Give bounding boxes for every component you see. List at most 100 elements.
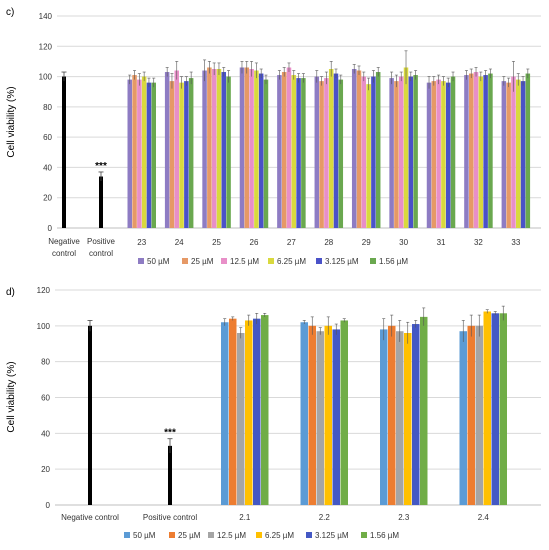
panel-c-bar [441, 81, 446, 228]
panel-c-bar [333, 73, 339, 229]
panel-d-category-label: 2.1 [239, 513, 251, 522]
panel-c-bar [426, 82, 432, 228]
panel-d-y-tick-label: 0 [46, 501, 51, 510]
panel-c-bar [164, 72, 170, 229]
panel-d-legend-swatch [208, 532, 214, 538]
panel-d-control-label: Positive control [143, 513, 197, 522]
panel-c-significance-marker: *** [95, 161, 107, 172]
panel-c-bar [244, 67, 250, 228]
panel-c-category-label: 26 [250, 238, 259, 247]
panel-c-bar [226, 76, 231, 228]
panel-d-legend-swatch [306, 532, 312, 538]
panel-c-bar [408, 76, 414, 228]
panel-c-control-bar [62, 76, 66, 228]
panel-c-category-label: 31 [437, 238, 446, 247]
panel-c-bar [184, 81, 189, 228]
panel-d-y-tick-label: 20 [41, 465, 50, 474]
panel-c-bar [403, 67, 409, 228]
panel-c-y-tick-label: 140 [39, 12, 53, 21]
panel-c-bar [468, 73, 474, 229]
panel-c-bar [221, 72, 227, 229]
panel-d-bar [340, 320, 348, 505]
panel-d-bar [499, 313, 507, 505]
panel-c-bar [188, 78, 194, 228]
panel-c-category-label: 33 [511, 238, 520, 247]
panel-d-bar [332, 329, 340, 505]
panel-c-bar [202, 70, 207, 228]
panel-c-bar [506, 82, 511, 228]
panel-c-bar [351, 69, 357, 228]
panel-d-bar [388, 325, 396, 505]
panel-c-legend-label: 12.5 µM [230, 257, 259, 266]
panel-d-control-bar [88, 325, 92, 505]
panel-c-bar [515, 79, 521, 228]
panel-d-bar [253, 318, 261, 505]
panel-c-bar [473, 72, 479, 229]
panel-d-legend-swatch [169, 532, 175, 538]
panel-c-category-label: 28 [324, 238, 333, 247]
panel-c-bar [127, 79, 132, 228]
panel-c-y-tick-label: 20 [43, 194, 52, 203]
panel-c-bar [394, 81, 399, 228]
panel-c-bar [291, 75, 297, 228]
panel-c-bar [398, 76, 404, 228]
panel-c-y-tick-label: 0 [48, 224, 53, 233]
panel-c-legend-swatch [221, 258, 227, 264]
panel-d-legend-label: 50 µM [133, 531, 156, 540]
panel-d-legend-swatch [256, 532, 262, 538]
panel-c-legend-label: 3.125 µM [325, 257, 359, 266]
panel-d-legend-label: 1.56 µM [370, 531, 399, 540]
panel-c-category-label: 23 [137, 238, 146, 247]
panel-d-legend-swatch [361, 532, 367, 538]
panel-d-legend-label: 12.5 µM [217, 531, 246, 540]
panel-c-control-bar [99, 176, 103, 228]
panel-c-bar [151, 82, 156, 228]
panel-d-category-label: 2.2 [319, 513, 331, 522]
panel-c-control-label: control [89, 249, 113, 258]
panel-c-bar [137, 79, 142, 228]
panel-c-bar [301, 78, 306, 228]
panel-d-legend-label: 25 µM [178, 531, 201, 540]
panel-c-bar [375, 72, 381, 229]
panel-d-bar [404, 333, 412, 505]
panel-c-bar [277, 75, 282, 228]
panel-c-bar [436, 79, 441, 228]
panel-c-bar [450, 76, 456, 228]
panel-d-y-tick-label: 120 [37, 286, 51, 295]
panel-c-bar [511, 76, 516, 228]
panel-c-bar [371, 76, 376, 228]
panel-c-bar [281, 72, 287, 229]
panel-c-legend-swatch [138, 258, 144, 264]
panel-c-bar [207, 67, 212, 228]
panel-c-control-label: Positive [87, 237, 116, 246]
panel-c-bar [296, 78, 301, 228]
panel-c-bar [525, 73, 531, 229]
panel-c-category-label: 27 [287, 238, 296, 247]
panel-c-bar [520, 81, 526, 228]
panel-c-legend-label: 50 µM [147, 257, 170, 266]
panel-d-category-label: 2.3 [398, 513, 410, 522]
panel-d-bar [396, 331, 404, 505]
panel-c-y-tick-label: 80 [43, 103, 52, 112]
panel-c-legend-swatch [316, 258, 322, 264]
panel-c-bar [286, 67, 292, 228]
panel-c-legend-swatch [268, 258, 274, 264]
panel-c-bar [216, 69, 222, 228]
panel-d-y-tick-label: 100 [37, 322, 51, 331]
panel-c-y-tick-label: 120 [39, 42, 53, 51]
panel-c-bar [239, 67, 245, 228]
panel-c-bar [478, 76, 484, 228]
panel-c-bar [258, 73, 264, 229]
panel-d-y-tick-label: 60 [41, 394, 50, 403]
panel-c-bar [338, 79, 344, 228]
panel-c-bar [211, 69, 217, 228]
panel-c-bar [324, 78, 329, 228]
panel-c-bar [146, 82, 152, 228]
panel-d-bar [308, 325, 316, 505]
panel-c-category-label: 24 [175, 238, 184, 247]
panel-c-bar [366, 84, 371, 229]
panel-c-y-tick-label: 60 [43, 133, 52, 142]
panel-d-control-bar [168, 445, 172, 505]
panel-d-bar [245, 320, 253, 505]
panel-d-bar [459, 331, 467, 505]
